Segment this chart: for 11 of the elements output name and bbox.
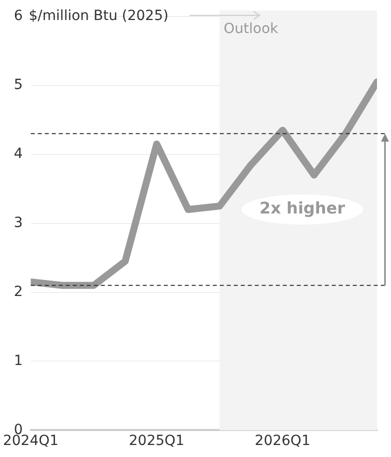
y-tick-label: 2 [14, 284, 23, 300]
band-label: Outlook [224, 21, 280, 38]
y-tick-label: 5 [14, 77, 23, 94]
x-tick-label: 2026Q1 [254, 433, 310, 450]
y-tick-label: 3 [14, 214, 23, 231]
annotation: 2x higher [260, 198, 346, 218]
y-axis-title: $/million Btu (2025) [28, 8, 168, 24]
y-tick-label: 1 [14, 352, 23, 369]
y-tick-label: 6 [14, 8, 23, 24]
x-tick-label: 2025Q1 [128, 433, 184, 450]
y-tick-label: 4 [14, 146, 23, 162]
